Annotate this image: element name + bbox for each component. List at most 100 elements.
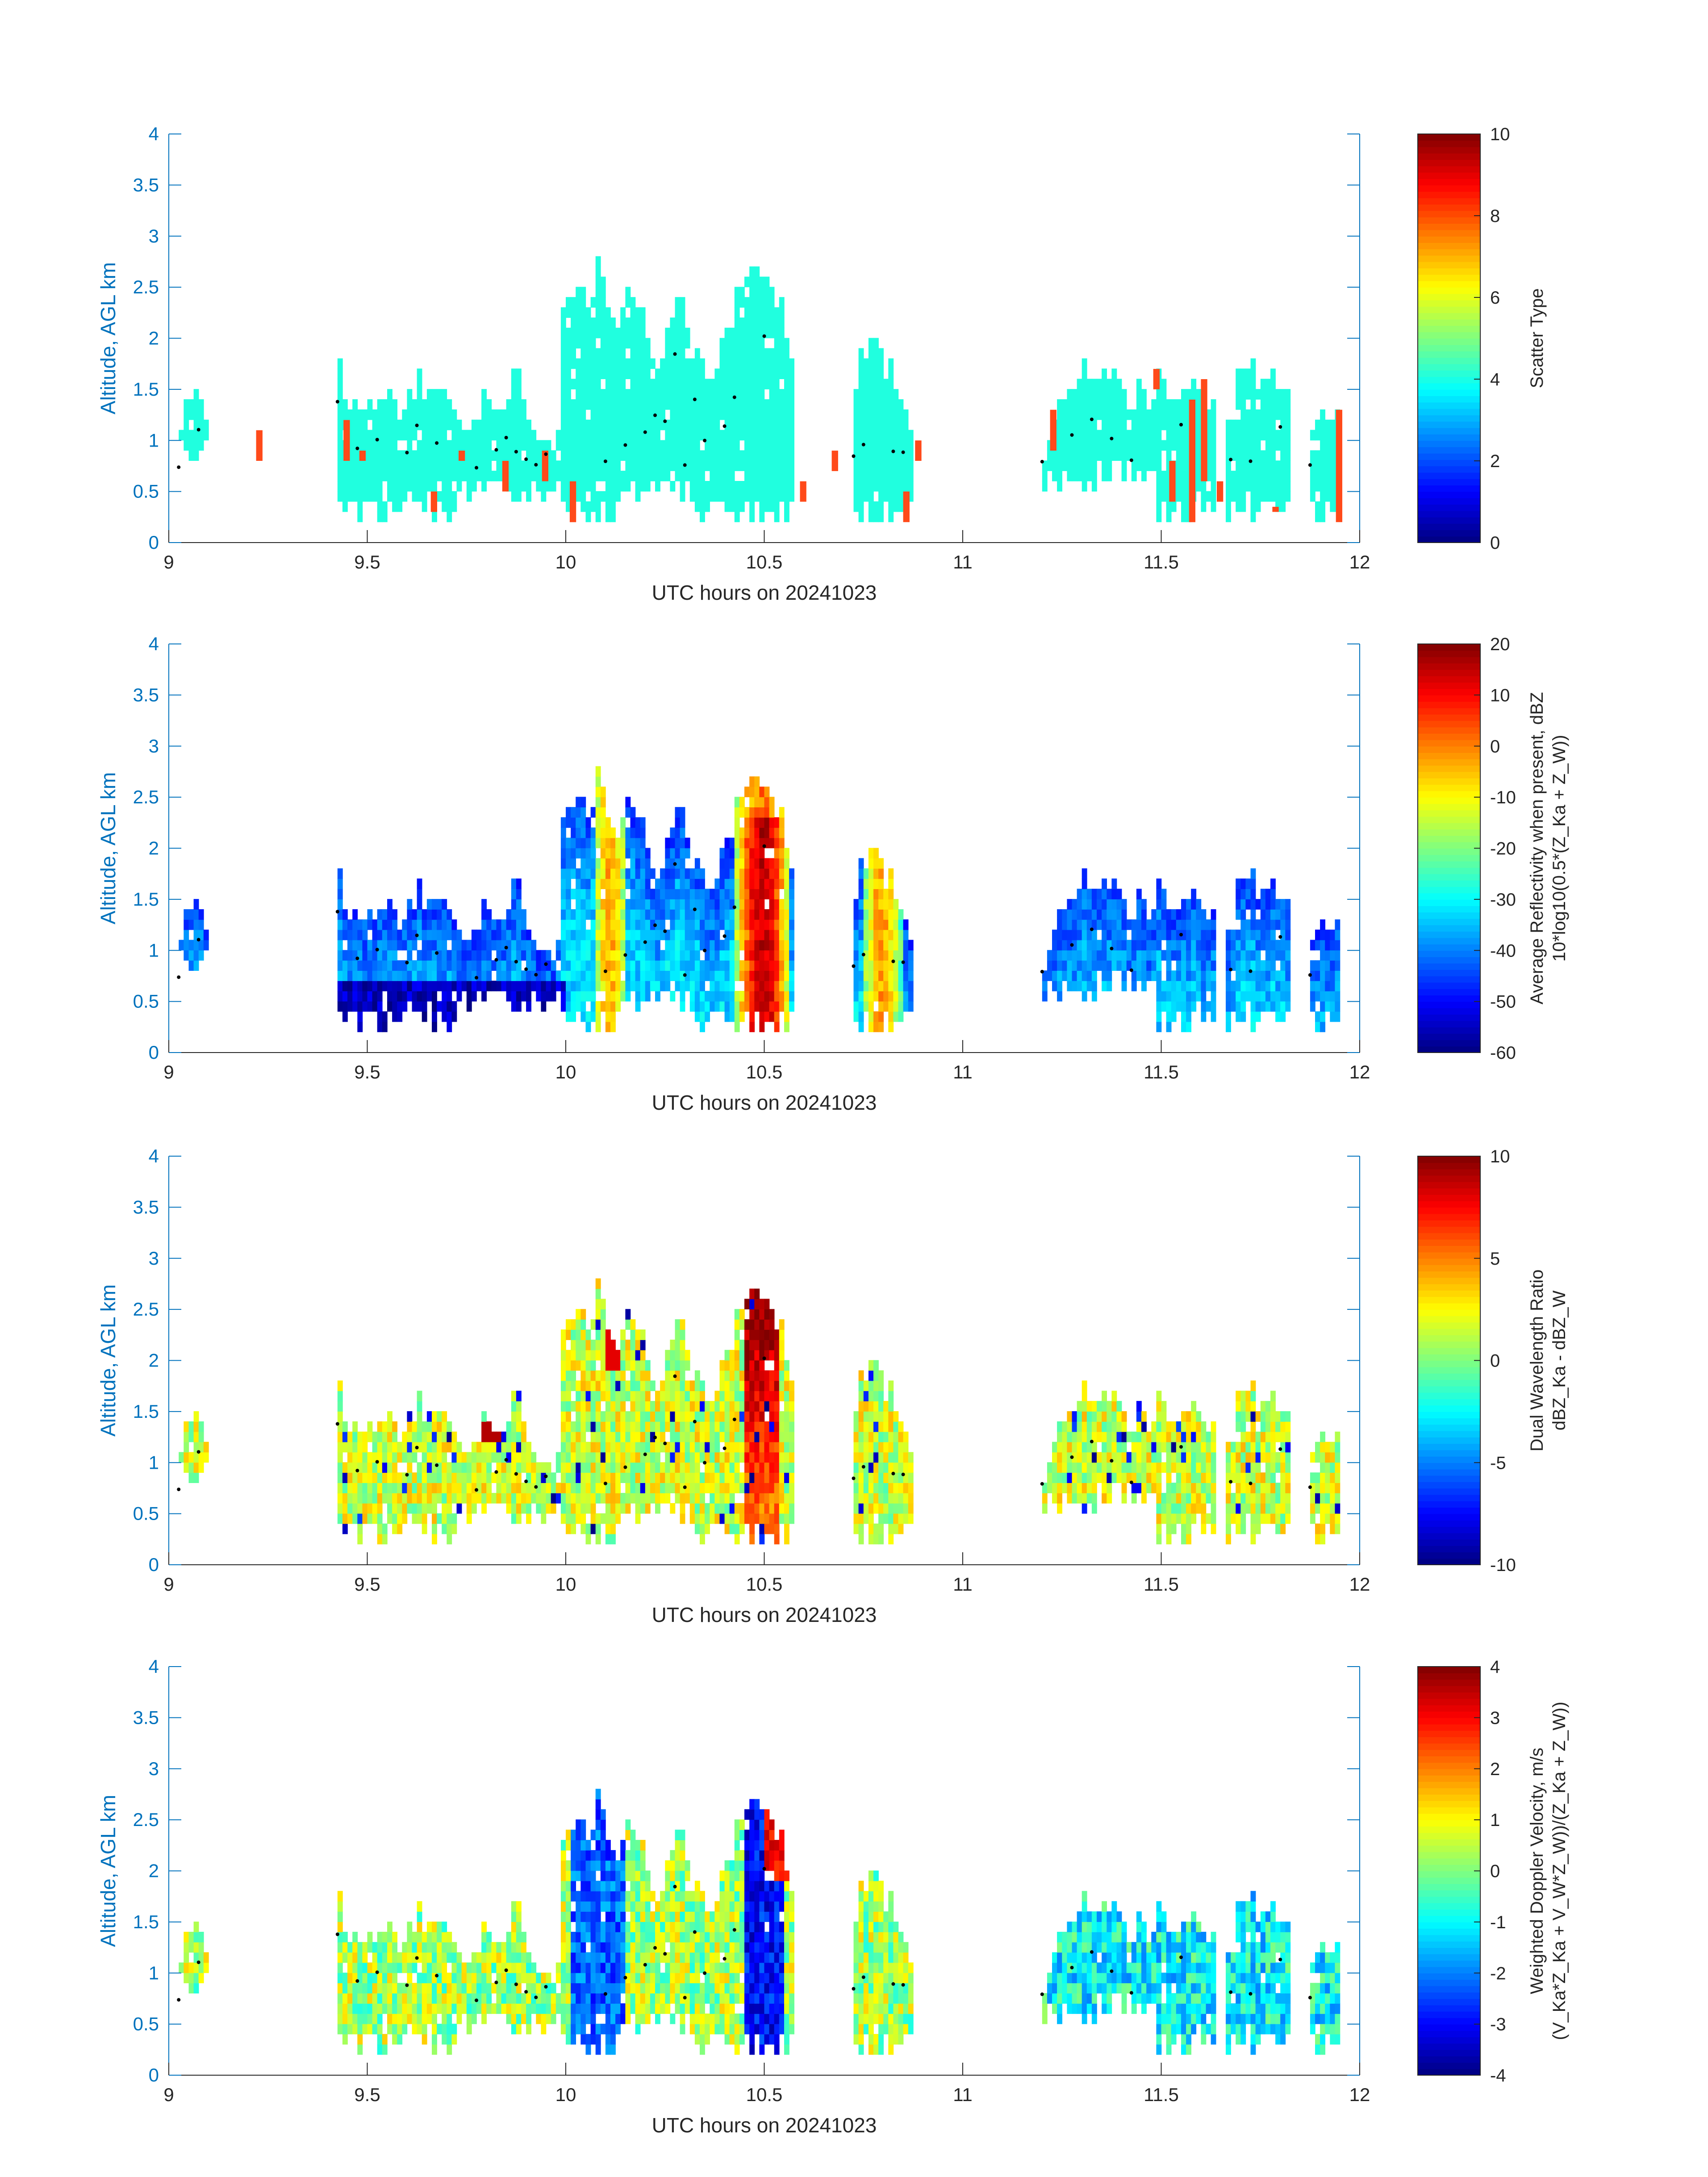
heatmap-cell xyxy=(357,1452,363,1463)
heatmap-cell xyxy=(451,430,457,441)
heatmap-cell xyxy=(516,1513,522,1524)
heatmap-cell xyxy=(566,1329,571,1340)
heatmap-cell xyxy=(734,307,740,318)
heatmap-cell xyxy=(888,511,894,522)
heatmap-cell xyxy=(546,981,551,991)
heatmap-cell xyxy=(615,399,621,410)
heatmap-cell xyxy=(1077,409,1082,420)
heatmap-cell xyxy=(769,889,775,899)
heatmap-cell xyxy=(357,1493,363,1504)
heatmap-cell xyxy=(714,981,720,991)
heatmap-cell xyxy=(1236,1011,1241,1022)
heatmap-cell xyxy=(1166,430,1172,441)
heatmap-cell xyxy=(759,338,765,349)
heatmap-cell xyxy=(1191,919,1197,930)
heatmap-cell xyxy=(749,379,755,389)
heatmap-cell xyxy=(426,981,432,991)
heatmap-cell xyxy=(1097,940,1102,951)
heatmap-cell xyxy=(382,909,388,920)
heatmap-cell xyxy=(1107,899,1112,910)
heatmap-cell xyxy=(705,460,710,471)
heatmap-cell xyxy=(1156,419,1162,430)
heatmap-cell xyxy=(188,909,194,920)
heatmap-cell xyxy=(1236,970,1241,981)
heatmap-cell xyxy=(749,970,755,981)
heatmap-cell xyxy=(1236,379,1241,389)
heatmap-cell xyxy=(734,848,740,859)
heatmap-cell xyxy=(635,1442,641,1453)
heatmap-cell xyxy=(580,450,586,461)
heatmap-cell xyxy=(1285,919,1291,930)
heatmap-cell xyxy=(576,307,581,318)
heatmap-cell xyxy=(506,409,512,420)
heatmap-cell xyxy=(670,970,676,981)
heatmap-cell xyxy=(630,399,636,410)
heatmap-cell xyxy=(560,440,566,451)
heatmap-cell xyxy=(377,419,383,430)
heatmap-cell xyxy=(853,430,859,441)
heatmap-cell xyxy=(560,1380,566,1391)
heatmap-cell xyxy=(1121,471,1127,481)
heatmap-cell xyxy=(744,318,750,328)
heatmap-cell xyxy=(630,1411,636,1422)
heatmap-cell xyxy=(590,297,596,308)
heatmap-cell xyxy=(392,450,397,461)
heatmap-cell xyxy=(357,1001,363,1012)
heatmap-cell xyxy=(710,990,715,1002)
heatmap-cell xyxy=(724,338,730,349)
heatmap-cell xyxy=(655,970,660,981)
heatmap-cell xyxy=(754,786,760,798)
heatmap-cell xyxy=(888,389,894,400)
heatmap-cell xyxy=(352,399,358,410)
marker-dot xyxy=(1090,418,1094,422)
heatmap-cell xyxy=(868,481,874,492)
heatmap-cell xyxy=(774,501,780,512)
heatmap-cell xyxy=(615,1391,621,1401)
heatmap-cell xyxy=(481,929,487,940)
heatmap-cell xyxy=(729,491,735,502)
marker-dot xyxy=(335,400,339,404)
heatmap-cell xyxy=(377,981,383,991)
heatmap-cell xyxy=(888,430,894,441)
heatmap-cell xyxy=(675,878,681,889)
heatmap-cell xyxy=(1335,950,1341,961)
heatmap-cell xyxy=(615,858,621,869)
heatmap-cell xyxy=(595,1411,601,1422)
marker-dot xyxy=(504,946,508,949)
heatmap-cell xyxy=(566,981,571,991)
heatmap-cell xyxy=(1255,1011,1261,1022)
heatmap-cell xyxy=(615,960,621,971)
heatmap-cell xyxy=(689,970,695,981)
heatmap-cell xyxy=(749,990,755,1002)
heatmap-cell xyxy=(1191,950,1197,961)
heatmap-cell xyxy=(1270,970,1276,981)
heatmap-cell xyxy=(1226,481,1231,492)
heatmap-cell xyxy=(1260,929,1266,940)
heatmap-cell xyxy=(1062,970,1068,981)
heatmap-cell xyxy=(506,1472,512,1483)
heatmap-cell xyxy=(774,1001,780,1012)
heatmap-cell xyxy=(447,919,452,930)
heatmap-cell xyxy=(774,899,780,910)
red-patch xyxy=(359,451,366,461)
heatmap-cell xyxy=(739,358,745,369)
heatmap-cell xyxy=(650,440,656,451)
heatmap-cell xyxy=(655,419,660,430)
heatmap-cell xyxy=(605,837,611,848)
heatmap-cell xyxy=(754,837,760,848)
heatmap-cell xyxy=(461,430,467,441)
heatmap-cell xyxy=(571,940,576,951)
heatmap-cell xyxy=(620,1503,626,1514)
colorbar-swatch xyxy=(1418,918,1480,925)
heatmap-cell xyxy=(1176,919,1182,930)
heatmap-cell xyxy=(1320,940,1325,951)
heatmap-cell xyxy=(630,338,636,349)
heatmap-cell xyxy=(397,929,403,940)
colorbar-swatch xyxy=(1418,752,1480,760)
marker-dot xyxy=(1308,973,1312,977)
heatmap-cell xyxy=(893,430,899,441)
heatmap-cell xyxy=(739,868,745,879)
heatmap-cell xyxy=(576,338,581,349)
heatmap-cell xyxy=(412,909,418,920)
heatmap-cell xyxy=(1280,899,1286,910)
